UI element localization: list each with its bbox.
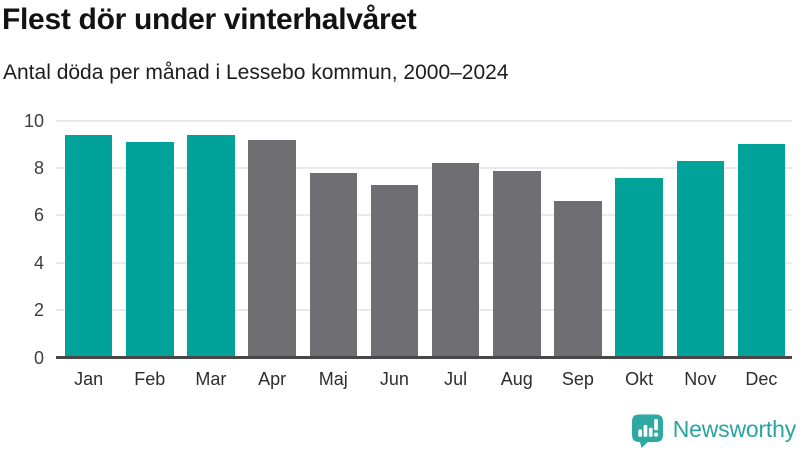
x-axis-tick-label: Okt [625, 369, 654, 389]
x-axis-tick-label: Feb [134, 369, 166, 389]
newsworthy-logo-icon [629, 411, 666, 448]
y-axis-tick-label: 0 [33, 347, 44, 368]
brand-footer: Newsworthy [629, 411, 796, 448]
y-axis-tick-label: 4 [33, 252, 44, 273]
bar-jul [431, 163, 480, 358]
bar-jan [64, 135, 113, 358]
x-axis-tick-label: Jun [379, 369, 409, 389]
x-axis-tick-label: Jan [74, 369, 104, 389]
gridline-y-2 [56, 309, 792, 312]
x-axis-tick-label: Maj [318, 369, 348, 389]
bar-dec [737, 144, 786, 358]
x-axis-tick-label: Mar [195, 369, 227, 389]
gridline-y-6 [56, 214, 792, 217]
bar-feb [126, 142, 174, 358]
y-axis-tick-label: 6 [33, 205, 44, 226]
x-axis-tick-label: Jul [444, 369, 468, 389]
x-axis-tick-label: Nov [684, 369, 717, 389]
bar-sep [554, 201, 602, 358]
y-axis-tick-label: 2 [33, 300, 44, 321]
bar-nov [676, 161, 724, 358]
x-axis-tick-label: Sep [561, 369, 594, 389]
x-axis-tick-label: Dec [745, 369, 778, 389]
chart-subtitle: Antal döda per månad i Lessebo kommun, 2… [3, 61, 509, 84]
gridline-y-4 [56, 261, 792, 264]
gridline-y-10 [56, 119, 792, 122]
x-axis-tick-label: Apr [258, 369, 287, 389]
x-axis-line [56, 356, 792, 359]
bar-mar [187, 135, 235, 358]
chart-title: Flest dör under vinterhalvåret [2, 3, 417, 36]
y-axis-tick-label: 10 [23, 110, 44, 131]
bar-apr [248, 139, 296, 358]
y-axis-tick-label: 8 [33, 158, 44, 179]
bar-aug [493, 170, 541, 358]
bar-jun [370, 184, 419, 358]
bar-maj [309, 172, 357, 358]
gridline-y-8 [56, 167, 792, 170]
bar-okt [615, 177, 663, 358]
brand-name: Newsworthy [672, 416, 796, 442]
x-axis-tick-label: Aug [500, 369, 533, 389]
